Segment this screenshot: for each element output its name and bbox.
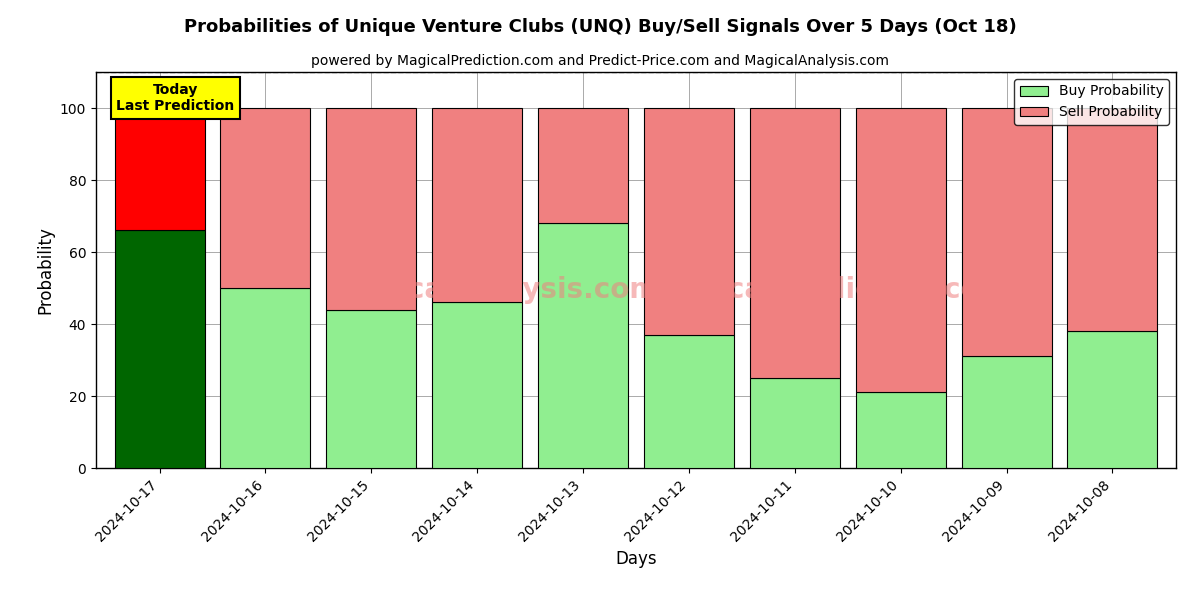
Text: Today
Last Prediction: Today Last Prediction: [116, 83, 234, 113]
Bar: [538, 108, 628, 223]
Bar: [1068, 331, 1158, 468]
Text: powered by MagicalPrediction.com and Predict-Price.com and MagicalAnalysis.com: powered by MagicalPrediction.com and Pre…: [311, 54, 889, 68]
Bar: [221, 108, 311, 288]
Bar: [644, 108, 734, 335]
Y-axis label: Probability: Probability: [36, 226, 54, 314]
Text: MagicalPrediction.com: MagicalPrediction.com: [652, 276, 1009, 304]
Bar: [432, 302, 522, 468]
Bar: [961, 356, 1051, 468]
Bar: [538, 223, 628, 468]
Text: MagicalAnalysis.com: MagicalAnalysis.com: [332, 276, 659, 304]
Text: Probabilities of Unique Venture Clubs (UNQ) Buy/Sell Signals Over 5 Days (Oct 18: Probabilities of Unique Venture Clubs (U…: [184, 18, 1016, 36]
Bar: [1068, 108, 1158, 331]
Legend: Buy Probability, Sell Probability: Buy Probability, Sell Probability: [1014, 79, 1169, 125]
Bar: [326, 108, 416, 310]
X-axis label: Days: Days: [616, 550, 656, 568]
Bar: [961, 108, 1051, 356]
Bar: [856, 108, 946, 392]
Bar: [856, 392, 946, 468]
Bar: [750, 378, 840, 468]
Bar: [114, 108, 204, 230]
Bar: [114, 230, 204, 468]
Bar: [432, 108, 522, 302]
Bar: [644, 335, 734, 468]
Bar: [326, 310, 416, 468]
Bar: [221, 288, 311, 468]
Bar: [750, 108, 840, 378]
